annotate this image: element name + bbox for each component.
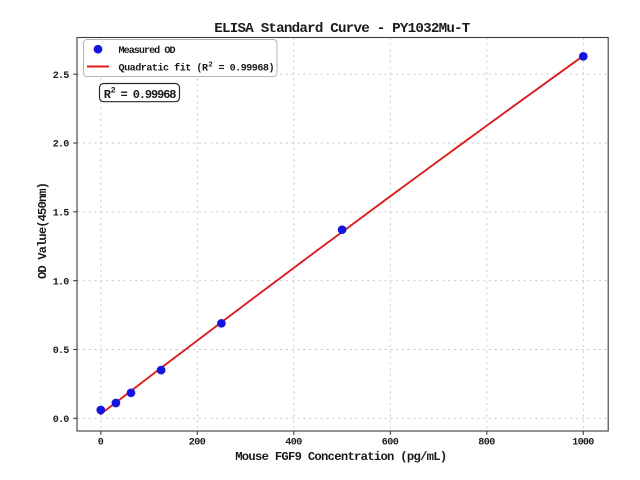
svg-text:= 0.99968): = 0.99968): [219, 62, 275, 74]
svg-text:800: 800: [478, 437, 495, 448]
svg-text:2: 2: [209, 62, 213, 70]
svg-text:ELISA Standard Curve - PY1032M: ELISA Standard Curve - PY1032Mu-T: [214, 21, 470, 37]
svg-text:Quadratic fit (R: Quadratic fit (R: [119, 62, 209, 74]
svg-text:1000: 1000: [572, 437, 594, 448]
svg-text:2: 2: [111, 85, 116, 95]
svg-text:2.0: 2.0: [53, 140, 70, 151]
svg-text:2.5: 2.5: [53, 71, 70, 82]
svg-text:0: 0: [98, 437, 104, 448]
svg-text:1.0: 1.0: [53, 277, 70, 288]
svg-text:OD Value(450nm): OD Value(450nm): [36, 182, 50, 279]
svg-text:1.5: 1.5: [53, 208, 70, 219]
svg-text:0.0: 0.0: [53, 415, 70, 426]
svg-text:400: 400: [285, 437, 302, 448]
svg-text:= 0.99968: = 0.99968: [121, 88, 177, 102]
svg-text:200: 200: [189, 437, 206, 448]
svg-text:Measured OD: Measured OD: [119, 45, 176, 57]
svg-text:600: 600: [382, 437, 399, 448]
svg-text:0.5: 0.5: [53, 346, 70, 357]
svg-text:R: R: [104, 88, 112, 102]
svg-text:Mouse FGF9 Concentration (pg/m: Mouse FGF9 Concentration (pg/mL): [235, 450, 447, 464]
